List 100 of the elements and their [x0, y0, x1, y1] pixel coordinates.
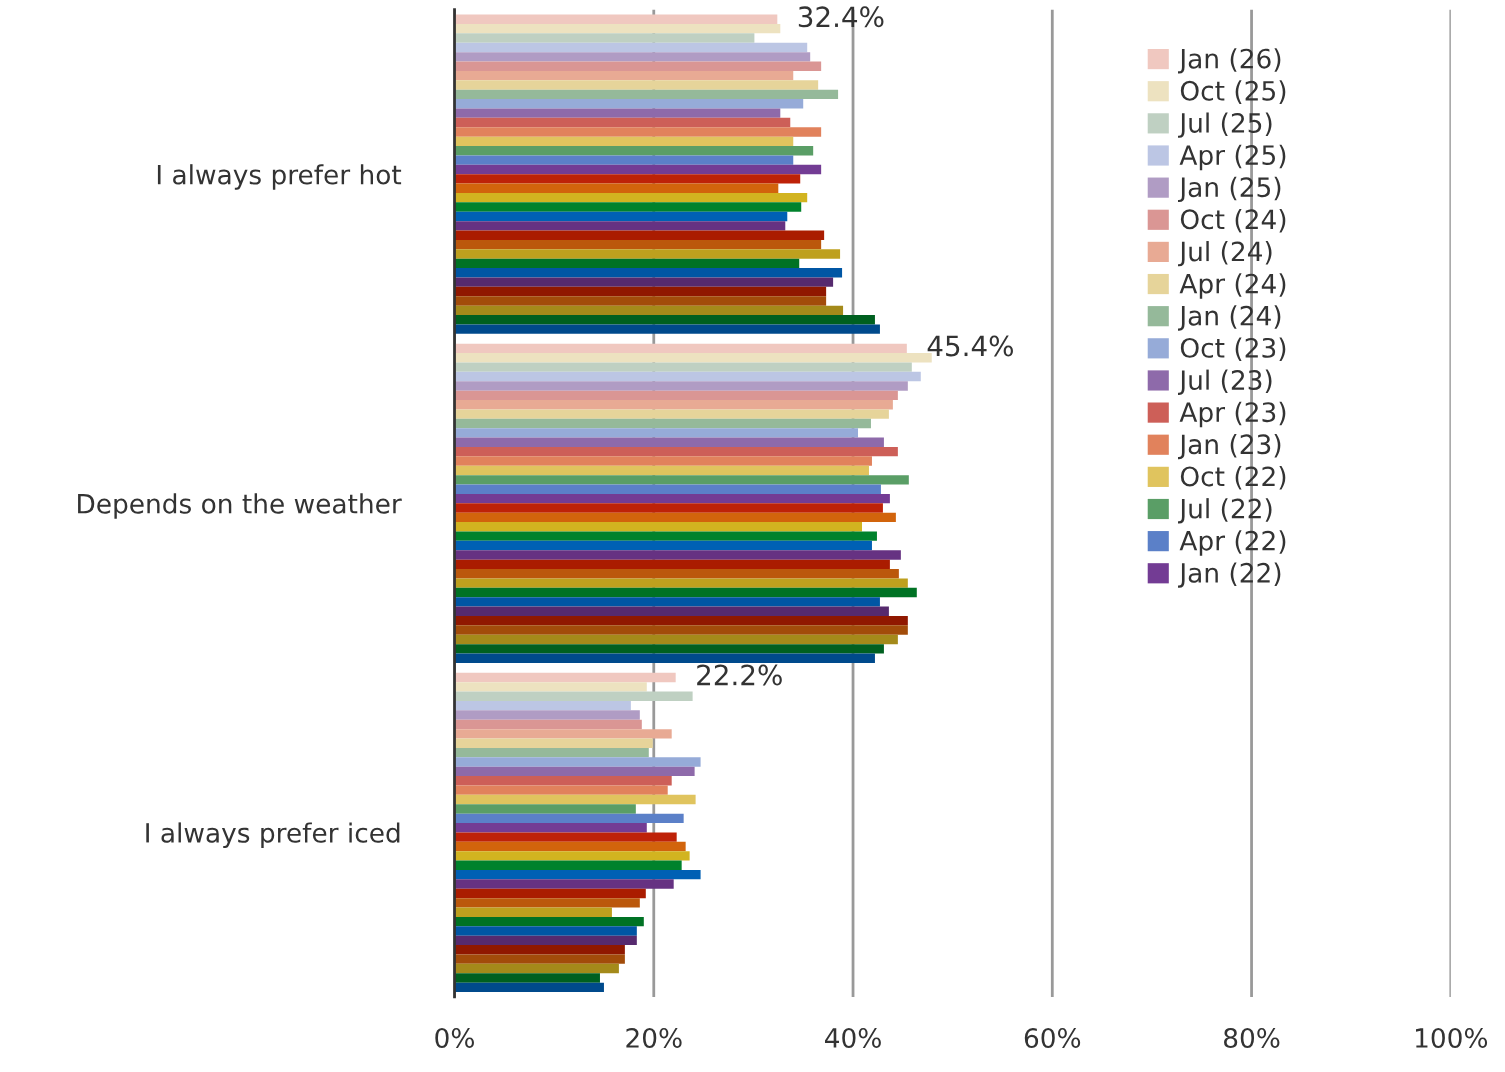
bar — [454, 719, 642, 730]
bar — [454, 926, 637, 936]
bar — [454, 428, 859, 438]
bar — [454, 418, 871, 429]
bar — [454, 522, 862, 532]
bar — [454, 343, 907, 354]
bar — [454, 324, 880, 334]
legend-label: Oct (25) — [1180, 80, 1286, 104]
bar — [454, 475, 909, 485]
bar — [454, 804, 636, 814]
bar — [454, 625, 908, 635]
bar — [454, 738, 653, 748]
legend-label: Jul (23) — [1178, 369, 1272, 395]
bar — [454, 127, 822, 137]
bar — [454, 99, 804, 109]
bar — [454, 550, 901, 560]
y-tick-label: I always prefer iced — [146, 822, 400, 848]
bar — [454, 136, 794, 147]
bar — [454, 305, 844, 316]
bar — [454, 230, 825, 240]
bar — [454, 729, 672, 739]
bar — [454, 258, 800, 269]
x-tick-label: 0% — [435, 1027, 474, 1048]
bar — [454, 954, 625, 964]
bar — [454, 390, 898, 401]
bar — [454, 841, 686, 852]
bar — [454, 80, 819, 90]
bar — [454, 52, 811, 62]
legend-label: Jan (23) — [1178, 433, 1281, 460]
bar — [454, 211, 788, 222]
legend-label: Oct (23) — [1180, 337, 1286, 361]
bar — [454, 672, 676, 683]
bar — [454, 747, 649, 758]
bar — [454, 70, 794, 81]
bar — [454, 766, 695, 777]
bar — [454, 682, 647, 692]
data-label: 45.4% — [927, 335, 1013, 357]
bar — [454, 982, 604, 993]
bar — [454, 851, 690, 861]
legend-label: Jul (25) — [1178, 112, 1272, 138]
bar — [454, 446, 898, 457]
legend-label: Apr (22) — [1179, 530, 1286, 556]
bar — [454, 108, 781, 118]
legend-label: Oct (24) — [1180, 208, 1286, 233]
bar — [454, 14, 778, 24]
bar — [454, 907, 612, 917]
x-tick-label: 20% — [626, 1027, 682, 1048]
bar — [454, 371, 921, 382]
bar — [454, 61, 822, 71]
bar — [454, 268, 843, 278]
x-tick-label: 60% — [1024, 1027, 1081, 1048]
bar — [454, 89, 839, 100]
x-tick-label: 80% — [1224, 1027, 1280, 1048]
legend-label: Jan (26) — [1178, 48, 1281, 74]
bar — [454, 615, 908, 626]
bar — [454, 286, 827, 297]
bar — [454, 512, 896, 523]
bar — [454, 277, 834, 287]
bar — [454, 174, 801, 184]
legend-label: Oct (22) — [1180, 466, 1286, 490]
bar — [454, 531, 877, 541]
bar — [454, 249, 841, 259]
x-tick-label: 40% — [825, 1027, 881, 1048]
bar — [454, 587, 917, 598]
bar — [454, 644, 884, 654]
bar — [454, 916, 644, 927]
bar — [454, 832, 677, 842]
bar — [454, 935, 637, 946]
bar — [454, 183, 779, 193]
y-tick-label: Depends on the weather — [78, 493, 402, 519]
bar — [454, 362, 912, 372]
data-label: 32.4% — [798, 6, 884, 28]
bar — [454, 117, 791, 128]
bar — [454, 23, 781, 34]
bar — [454, 860, 682, 870]
data-label: 22.2% — [697, 664, 782, 686]
bar — [454, 973, 600, 983]
bar — [454, 898, 640, 908]
bar — [454, 710, 640, 720]
bar — [454, 823, 647, 833]
legend-label: Jan (22) — [1178, 562, 1281, 588]
bar — [454, 578, 908, 588]
bar — [454, 785, 668, 795]
bar — [454, 700, 631, 711]
bar — [454, 653, 875, 663]
x-tick-label: 100% — [1416, 1027, 1488, 1048]
bar — [454, 202, 802, 212]
bar — [454, 164, 822, 175]
bar — [454, 945, 625, 955]
bar — [454, 296, 827, 306]
legend-label: Jul (24) — [1178, 241, 1272, 267]
bar — [454, 794, 696, 805]
legend-label: Apr (25) — [1179, 144, 1286, 171]
legend-label: Jan (24) — [1178, 305, 1281, 331]
legend-label: Apr (24) — [1179, 273, 1286, 299]
bar — [454, 456, 872, 466]
bar — [454, 493, 890, 504]
legend-label: Jul (22) — [1178, 498, 1272, 524]
bar — [454, 239, 822, 250]
bar — [454, 691, 693, 701]
